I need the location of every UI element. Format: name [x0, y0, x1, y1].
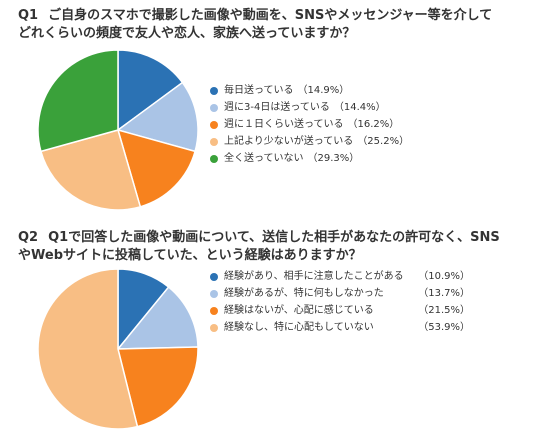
q1-legend-swatch-4 [210, 138, 218, 146]
q2-legend-swatch-1 [210, 273, 218, 281]
q1-legend-value-4: （25.2%） [357, 136, 410, 147]
q1-legend-label-4: 上記より少ないが送っている [224, 136, 354, 147]
q1-legend-label-2: 週に3-4日は送っている [224, 102, 330, 113]
q1-legend-item-2: 週に3-4日は送っている （14.4%） [210, 101, 409, 115]
q2-legend-value-2: （13.7%） [418, 288, 470, 299]
q2-title-line-1: Q1で回答した画像や動画について、送信した相手があなたの許可なく、SNS [48, 230, 500, 245]
q1-legend-swatch-5 [210, 155, 218, 163]
q2-legend-item-3: 経験はないが、心配に感じている （21.5%） [210, 304, 470, 318]
q1-legend-item-5: 全く送っていない （29.3%） [210, 152, 409, 166]
q1-legend-value-2: （14.4%） [333, 102, 386, 113]
q1-title-line-2: どれくらいの頻度で友人や恋人、家族へ送っていますか？ [18, 26, 356, 41]
q1-pie-slice-1 [117, 49, 184, 132]
q2-title: Q2 Q1で回答した画像や動画について、送信した相手があなたの許可なく、SNS や… [18, 229, 518, 265]
q1-pie-slice-2 [116, 81, 199, 153]
q2-legend-item-4: 経験なし、特に心配もしていない （53.9%） [210, 321, 470, 335]
q1-legend-item-4: 上記より少ないが送っている （25.2%） [210, 135, 409, 149]
q2-legend-swatch-2 [210, 290, 218, 298]
q2-pie-slice-2 [116, 285, 199, 350]
q2-legend-label-4: 経験なし、特に心配もしていない [224, 322, 374, 333]
q1-legend-value-1: （14.9%） [297, 85, 350, 96]
q2-label: Q2 [18, 230, 39, 245]
q1-legend-item-3: 週に１日くらい送っている （16.2%） [210, 118, 409, 132]
q2-legend-label-2: 経験があるが、特に何もしなかった [224, 288, 384, 299]
q1-title-line-1: ご自身のスマホで撮影した画像や動画を、SNSやメッセンジャー等を介して [48, 8, 493, 23]
q2-legend-value-4: （53.9%） [418, 322, 470, 333]
q1-pie-slice-4 [39, 129, 142, 211]
q2-legend-item-2: 経験があるが、特に何もしなかった （13.7%） [210, 287, 470, 301]
q2-pie-slice-3 [117, 346, 199, 428]
q1-legend-swatch-3 [210, 121, 218, 129]
q1-pie-slice-5 [37, 49, 119, 153]
q2-pie-slice-4 [37, 268, 139, 430]
q1-legend-label-3: 週に１日くらい送っている [224, 119, 344, 130]
q2-legend-value-1: （10.9%） [418, 271, 470, 282]
q2-legend-item-1: 経験があり、相手に注意したことがある （10.9%） [210, 270, 470, 284]
q1-legend-swatch-2 [210, 104, 218, 112]
q2-legend: 経験があり、相手に注意したことがある （10.9%） 経験があるが、特に何もしなかっ… [210, 270, 470, 338]
q2-pie [37, 268, 199, 430]
q2-legend-swatch-4 [210, 324, 218, 332]
q2-legend-swatch-3 [210, 307, 218, 315]
q2-title-line-2: やWebサイトに投稿していた、という経験はありますか？ [18, 248, 362, 263]
q1-legend-label-1: 毎日送っている [224, 85, 294, 96]
q1-legend: 毎日送っている （14.9%） 週に3-4日は送っている （14.4%） 週に１日くらい… [210, 84, 409, 169]
q2-legend-value-3: （21.5%） [418, 305, 470, 316]
q1-pie-slice-3 [116, 128, 197, 208]
q1-legend-label-5: 全く送っていない [224, 153, 304, 164]
q1-pie [37, 49, 199, 211]
q1-legend-swatch-1 [210, 87, 218, 95]
q1-legend-value-5: （29.3%） [307, 153, 360, 164]
q2-legend-label-3: 経験はないが、心配に感じている [224, 305, 374, 316]
q1-title: Q1 ご自身のスマホで撮影した画像や動画を、SNSやメッセンジャー等を介して どれ… [18, 7, 518, 43]
q1-legend-value-3: （16.2%） [347, 119, 400, 130]
q2-legend-label-1: 経験があり、相手に注意したことがある [224, 271, 404, 282]
q1-legend-item-1: 毎日送っている （14.9%） [210, 84, 409, 98]
q1-label: Q1 [18, 8, 39, 23]
